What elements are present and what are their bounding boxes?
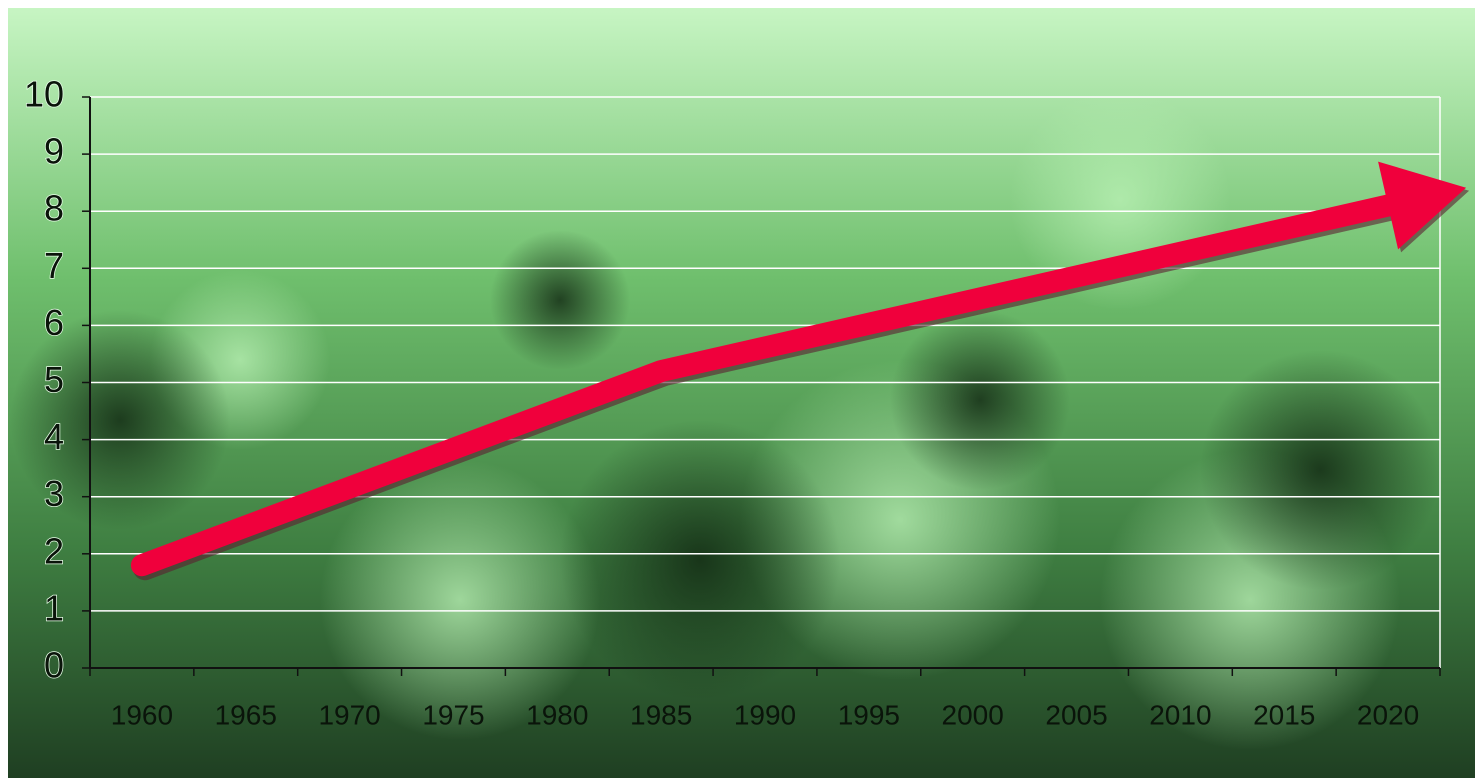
x-tick-label: 2020	[1357, 699, 1419, 730]
x-tick-label: 1970	[318, 699, 380, 730]
x-tick-label: 2010	[1149, 699, 1211, 730]
x-tick-label: 1975	[422, 699, 484, 730]
x-tick-label: 1980	[526, 699, 588, 730]
x-tick-label: 2005	[1045, 699, 1107, 730]
y-tick-label: 4	[44, 416, 64, 457]
y-tick-label: 9	[44, 131, 64, 172]
x-tick-label: 1960	[111, 699, 173, 730]
x-tick-label: 1995	[838, 699, 900, 730]
y-tick-label: 6	[44, 302, 64, 343]
background-photo	[8, 8, 1475, 778]
page: {"chart_data": {"type": "line", "categor…	[0, 0, 1475, 778]
x-tick-label: 1985	[630, 699, 692, 730]
y-tick-label: 2	[44, 530, 64, 571]
chart: 0 1 2 3 4 5 6 7 8 9 10 1960 1965 1970 1975 1980 1985 1990…	[0, 0, 1475, 778]
y-tick-label: 8	[44, 188, 64, 229]
x-tick-label: 1965	[215, 699, 277, 730]
y-tick-label: 1	[44, 587, 64, 628]
y-tick-label: 7	[44, 245, 64, 286]
x-tick-label: 2000	[942, 699, 1004, 730]
y-tick-label: 3	[44, 473, 64, 514]
y-tick-label: 10	[24, 74, 64, 115]
y-tick-label: 5	[44, 359, 64, 400]
x-tick-label: 2015	[1253, 699, 1315, 730]
y-tick-label: 0	[44, 645, 64, 686]
x-tick-label: 1990	[734, 699, 796, 730]
